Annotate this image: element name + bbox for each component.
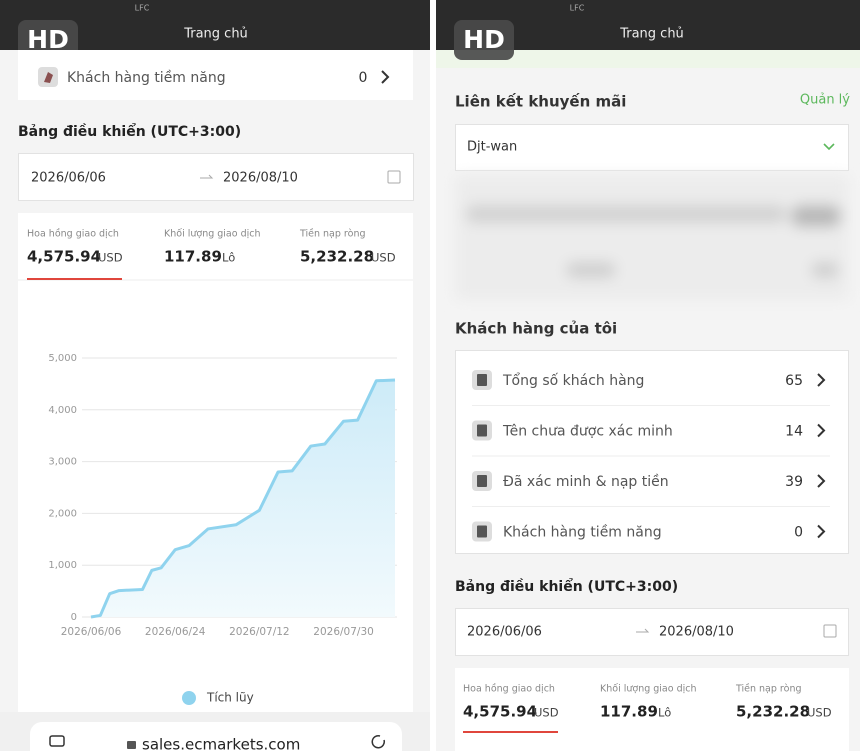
dropdown[interactable] [455,124,849,171]
lock-icon [127,741,136,749]
dropdown-chevron [823,143,835,151]
customer-list [455,350,849,554]
stat-value: 5,232.28 [736,703,810,721]
date-range[interactable] [18,153,414,201]
stat-value: 4,575.94 [463,703,537,721]
row-count: 65 [785,373,803,389]
legend-swatch [182,691,196,705]
stat-label: Khối lượng giao dịch [164,229,261,240]
row-icon-glyph [477,424,487,437]
row-count: 0 [794,525,803,541]
stat-unit: Lô [658,706,671,720]
chevron [381,70,390,84]
end-date: 2026/08/10 [223,171,298,186]
row-icon-glyph [44,72,53,83]
calendar-icon [387,170,401,184]
badge-text: HD [27,25,69,54]
x-tick-label: 2026/07/30 [313,626,374,638]
line [90,378,396,619]
y-tick-label: 1,000 [48,560,77,571]
row-count: 14 [785,424,803,440]
date-range[interactable] [455,608,849,656]
active-tab [463,731,558,733]
end-date: 2026/08/10 [659,625,734,640]
chevron [817,474,826,488]
row-label: Đã xác minh & nạp tiền [503,473,669,490]
chevron [817,373,826,387]
row-label: Tổng số khách hàng [502,372,644,389]
stat-value: 117.89 [600,703,658,721]
section-title: Bảng điều khiển (UTC+3:00) [455,578,678,595]
row-icon-glyph [477,525,487,538]
y-tick-label: 3,000 [48,457,77,468]
area [91,379,395,617]
stat-value: 117.89 [164,248,222,266]
y-tick-label: 0 [71,612,77,623]
row-label: Khách hàng tiềm năng [503,524,662,541]
arrow [636,628,650,633]
y-tick-label: 5,000 [48,353,77,364]
right-screen: LFC Trang chủ HD Liên kết khuyến mãi Quả… [436,0,860,751]
notice-strip [436,50,860,68]
chevron [817,524,826,539]
x-tick-label: 2026/06/24 [145,626,206,638]
section-title: Liên kết khuyến mãi [455,92,626,111]
chart: 0 1,000 2,000 3,000 4,000 5,000 2026/06/06 2026… [48,353,397,705]
row-count: 0 [359,70,368,86]
page-title: Trang chủ [183,27,248,42]
dropdown-value: Djt-wan [467,140,517,155]
legend-label: Tích lũy [206,691,254,705]
badge [454,20,514,60]
url-field[interactable] [30,722,402,751]
stat-label: Tiền nạp ròng [735,684,802,695]
row-label: Tên chưa được xác minh [502,424,673,440]
start-date: 2026/06/06 [467,625,542,640]
stat-label: Hoa hồng giao dịch [463,684,555,695]
stat-unit: Lô [222,251,235,265]
x-tick-label: 2026/06/06 [61,626,122,638]
stat-unit: USD [371,251,396,265]
url: sales.ecmarkets.com [142,736,300,751]
stat-unit: USD [534,706,559,720]
stat-label: Hoa hồng giao dịch [27,229,119,240]
section-title: Bảng điều khiển (UTC+3:00) [18,123,241,140]
carrier: LFC [570,4,585,13]
row-label: Khách hàng tiềm năng [67,69,226,86]
stat-label: Tiền nạp ròng [299,229,366,240]
row-icon-glyph [477,374,487,386]
y-tick-label: 4,000 [48,405,77,416]
reload-icon[interactable] [371,735,385,749]
stat-unit: USD [807,706,832,720]
stat-label: Khối lượng giao dịch [600,684,697,695]
x-tick-label: 2026/07/12 [229,626,290,638]
carrier: LFC [135,4,150,13]
arrow [200,174,214,179]
tabs-icon[interactable] [49,735,65,747]
blurred-region [455,175,849,300]
stat-unit: USD [98,251,123,265]
left-screen: LFC Trang chủ HD Khách hàng tiềm năng 0 … [0,0,430,751]
active-tab [27,278,122,280]
manage-link[interactable]: Quản lý [800,93,850,108]
y-tick-label: 2,000 [48,508,77,519]
stat-value: 4,575.94 [27,248,101,266]
page-title: Trang chủ [619,27,684,42]
stats-card [455,668,849,751]
badge-text: HD [463,25,505,54]
divider [430,0,436,751]
row-icon-glyph [477,475,487,487]
row-count: 39 [785,474,803,490]
stat-value: 5,232.28 [300,248,374,266]
chevron [817,423,826,438]
section-title: Khách hàng của tôi [455,320,617,338]
customer-rows: Tổng số khách hàng 65 Tên chưa được xác mi… [472,370,830,542]
row-card[interactable] [18,50,413,100]
start-date: 2026/06/06 [31,171,106,186]
calendar-icon [823,624,837,638]
